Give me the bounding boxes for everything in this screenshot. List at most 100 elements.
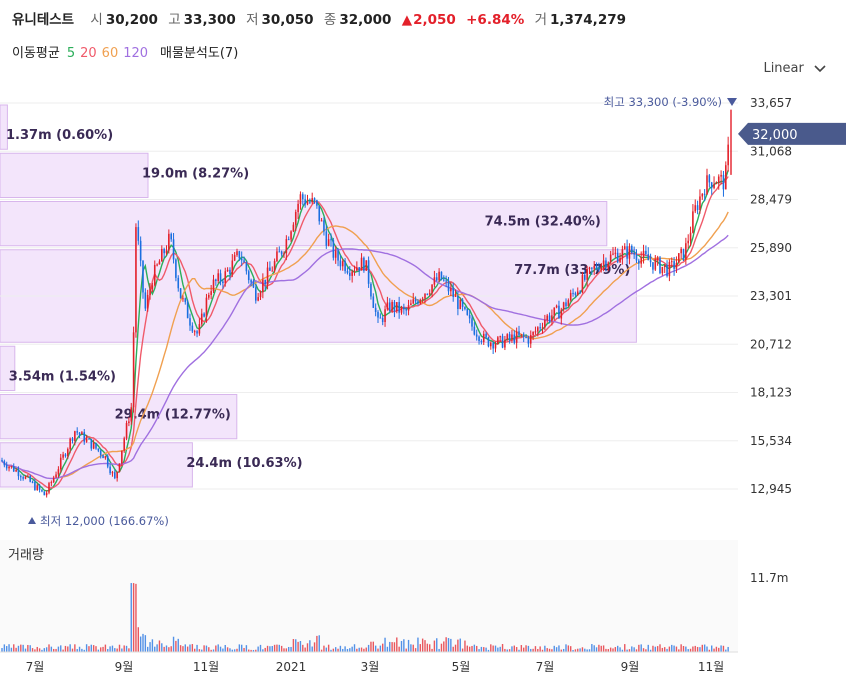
- volume-bar: [186, 646, 189, 652]
- ma60-label[interactable]: 60: [101, 46, 119, 61]
- volume-bar: [692, 646, 694, 652]
- volume-bar: [654, 646, 656, 652]
- candle-body: [457, 295, 459, 309]
- volume-bar: [48, 644, 50, 652]
- volume-bar: [656, 646, 659, 652]
- volume-bar: [313, 642, 316, 652]
- volume-bar: [201, 649, 203, 652]
- volume-bar: [17, 645, 20, 652]
- candle-body: [5, 465, 8, 469]
- volume-bar: [508, 649, 511, 652]
- volume-bar: [431, 648, 433, 652]
- volume-bar: [414, 648, 417, 652]
- volume-bar: [208, 647, 210, 652]
- volume-bar: [231, 649, 233, 652]
- volume-bar: [483, 647, 485, 652]
- volume-bar: [189, 644, 191, 652]
- candle-body: [499, 336, 501, 338]
- volume-bar: [156, 644, 158, 652]
- candle-body: [102, 455, 104, 459]
- volume-bar: [443, 641, 445, 652]
- volume-bar: [417, 637, 419, 652]
- scale-toggle-button[interactable]: Linear: [763, 61, 826, 76]
- volume-bar: [297, 641, 299, 652]
- candle-body: [360, 257, 363, 271]
- candle-body: [706, 175, 708, 195]
- ma5-label[interactable]: 5: [66, 46, 76, 61]
- volume-bar: [706, 646, 708, 652]
- candle-body: [548, 315, 551, 321]
- x-tick-label: 2021: [276, 660, 307, 674]
- ma120-label[interactable]: 120: [123, 46, 149, 61]
- volume-bar: [598, 644, 600, 652]
- candle-body: [482, 333, 485, 342]
- volume-bar: [8, 644, 10, 652]
- candle-body: [132, 332, 135, 408]
- volume-bar: [116, 648, 118, 652]
- volume-bar: [269, 646, 271, 652]
- chevron-down-icon: [814, 64, 826, 72]
- volume-bar: [459, 638, 461, 652]
- candle-body: [687, 240, 689, 244]
- volume-bar: [229, 648, 231, 652]
- volume-bar: [499, 646, 501, 652]
- volume-bar: [490, 644, 492, 652]
- candle-body: [433, 277, 436, 285]
- volume-bar: [572, 649, 574, 652]
- volume-bar: [323, 645, 325, 652]
- candle-body: [572, 292, 574, 294]
- candle-body: [363, 257, 365, 271]
- candle-body: [128, 421, 130, 424]
- volume-bar: [377, 648, 379, 652]
- candle-body: [130, 407, 133, 422]
- volume-bar: [135, 583, 137, 652]
- candle-body: [283, 253, 285, 255]
- candle-body: [428, 293, 431, 295]
- candle-body: [306, 201, 309, 205]
- volume-bar: [83, 649, 85, 652]
- candle-body: [424, 293, 426, 299]
- volume-bar: [562, 648, 565, 652]
- volume-bar: [433, 640, 436, 652]
- volume-bar: [205, 645, 208, 652]
- volume-profile-label[interactable]: 매물분석도(7): [160, 46, 239, 61]
- volume-bar: [349, 648, 351, 652]
- candle-body: [595, 266, 598, 269]
- volume-bar: [325, 647, 327, 652]
- volume-bar: [172, 636, 175, 652]
- volume-bar: [711, 645, 713, 652]
- candle-body: [405, 309, 407, 311]
- volume-bar: [285, 648, 288, 652]
- volume-bar: [621, 649, 624, 652]
- volume-bar: [316, 635, 318, 652]
- candle-body: [156, 264, 158, 266]
- volume-bar: [438, 648, 440, 652]
- volume-bar: [680, 644, 682, 652]
- high-annotation: 최고 33,300 (-3.90%): [604, 95, 722, 109]
- candle-body: [24, 476, 27, 479]
- volume-bar: [548, 648, 551, 652]
- candle-body: [189, 318, 191, 326]
- candle-body: [135, 227, 137, 333]
- volume-bar: [191, 644, 194, 652]
- ma20-label[interactable]: 20: [80, 46, 97, 61]
- volume-bar: [102, 646, 104, 652]
- ma60-line: [60, 211, 729, 478]
- candle-body: [3, 461, 6, 466]
- candle-body: [114, 472, 116, 479]
- volume-profile-label: 29.4m (12.77%): [115, 408, 231, 423]
- volume-bar: [34, 649, 36, 652]
- candle-body: [22, 477, 24, 479]
- candle-body: [299, 194, 302, 204]
- current-price-tag: [738, 122, 846, 145]
- volume-bar: [504, 648, 506, 652]
- low-value: 30,050: [261, 12, 314, 28]
- moving-average-legend[interactable]: 이동평균 5 20 60 120 매물분석도(7): [12, 42, 243, 61]
- candle-body: [447, 281, 450, 292]
- candle-body: [294, 212, 297, 225]
- volume-bar: [386, 646, 389, 652]
- candle-body: [689, 232, 692, 241]
- volume-profile-label: 3.54m (1.54%): [9, 369, 116, 384]
- volume-bar: [553, 645, 555, 652]
